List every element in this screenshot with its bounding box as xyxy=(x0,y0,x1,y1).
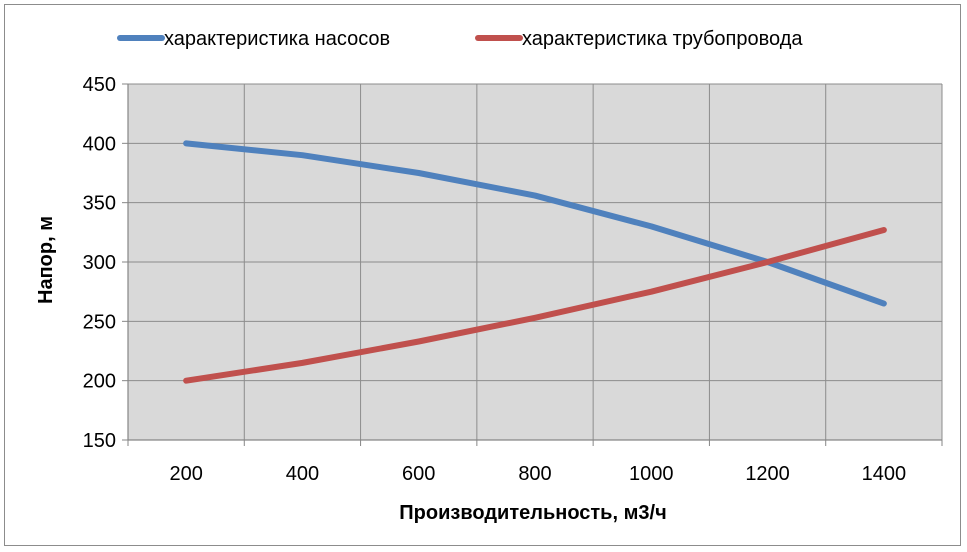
legend-label-2: характеристика трубопровода xyxy=(522,28,803,50)
y-axis-ticks: 150 200 250 300 350 400 450 xyxy=(83,74,128,452)
y-tick-label: 300 xyxy=(83,252,116,274)
x-axis-title: Производительность, м3/ч xyxy=(399,502,666,524)
y-tick-label: 250 xyxy=(83,311,116,333)
y-tick-label: 400 xyxy=(83,133,116,155)
y-tick-label: 350 xyxy=(83,193,116,215)
x-tick-label: 1400 xyxy=(862,463,907,485)
y-tick-label: 150 xyxy=(83,430,116,452)
x-tick-label: 400 xyxy=(286,463,319,485)
legend: характеристика насосов характеристика тру… xyxy=(117,28,803,50)
series-lines xyxy=(183,140,887,384)
y-tick-label: 450 xyxy=(83,74,116,96)
y-tick-label: 200 xyxy=(83,371,116,393)
legend-label-1: характеристика насосов xyxy=(164,28,390,50)
y-axis-title: Напор, м xyxy=(35,216,57,304)
x-tick-label: 800 xyxy=(518,463,551,485)
x-tick-label: 200 xyxy=(169,463,202,485)
x-tick-label: 600 xyxy=(402,463,435,485)
x-tick-label: 1200 xyxy=(745,463,790,485)
x-tick-label: 1000 xyxy=(629,463,674,485)
x-axis-ticks: 200 400 600 800 1000 1200 1400 xyxy=(127,440,943,485)
